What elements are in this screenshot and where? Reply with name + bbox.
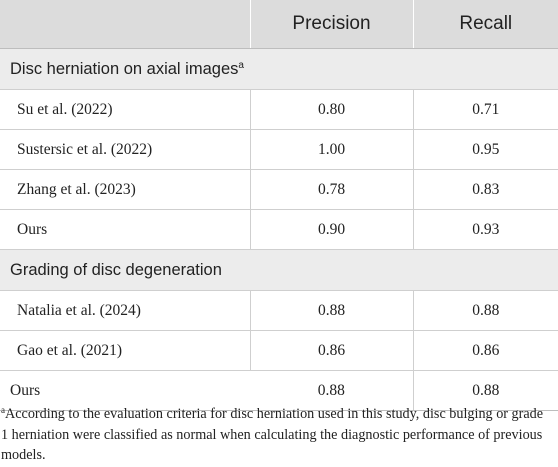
table-header-row: Precision Recall bbox=[0, 0, 558, 49]
header-precision: Precision bbox=[249, 0, 413, 49]
header-empty-cell bbox=[0, 0, 250, 49]
method-name: Sustersic et al. (2022) bbox=[0, 129, 251, 170]
table-row: Natalia et al. (2024) 0.88 0.88 bbox=[0, 290, 558, 331]
table-row: Gao et al. (2021) 0.86 0.86 bbox=[0, 330, 558, 371]
method-name: Zhang et al. (2023) bbox=[0, 169, 251, 210]
section-header-disc-herniation: Disc herniation on axial imagesa bbox=[0, 48, 558, 90]
precision-value: 1.00 bbox=[250, 129, 413, 170]
precision-value: 0.88 bbox=[250, 370, 413, 411]
precision-value: 0.78 bbox=[250, 169, 413, 210]
precision-value: 0.80 bbox=[250, 89, 413, 130]
table-row: Ours 0.90 0.93 bbox=[0, 209, 558, 250]
recall-value: 0.86 bbox=[412, 330, 558, 371]
table-row: Zhang et al. (2023) 0.78 0.83 bbox=[0, 169, 558, 210]
precision-value: 0.86 bbox=[250, 330, 413, 371]
footnote-marker: a bbox=[1, 405, 5, 415]
recall-value: 0.95 bbox=[412, 129, 558, 170]
section-title: Grading of disc degeneration bbox=[0, 249, 558, 291]
section-title: Disc herniation on axial images bbox=[10, 59, 239, 78]
table-row: Su et al. (2022) 0.80 0.71 bbox=[0, 89, 558, 130]
recall-value: 0.88 bbox=[412, 290, 558, 331]
recall-value: 0.88 bbox=[412, 370, 558, 411]
recall-value: 0.71 bbox=[412, 89, 558, 130]
recall-value: 0.93 bbox=[412, 209, 558, 250]
method-name: Su et al. (2022) bbox=[0, 89, 251, 130]
precision-value: 0.90 bbox=[250, 209, 413, 250]
header-recall: Recall bbox=[412, 0, 558, 49]
table-footnote: aAccording to the evaluation criteria fo… bbox=[1, 400, 553, 466]
recall-value: 0.83 bbox=[412, 169, 558, 210]
section-header-disc-degeneration: Grading of disc degeneration bbox=[0, 249, 558, 291]
table-row: Ours 0.88 0.88 bbox=[0, 370, 558, 411]
method-name: Natalia et al. (2024) bbox=[0, 290, 251, 331]
method-name: Ours bbox=[0, 209, 251, 250]
footnote-text: According to the evaluation criteria for… bbox=[1, 406, 544, 463]
footnote-marker: a bbox=[238, 59, 244, 71]
table-row: Sustersic et al. (2022) 1.00 0.95 bbox=[0, 129, 558, 170]
comparison-table: Precision Recall Disc herniation on axia… bbox=[0, 0, 558, 411]
method-name: Gao et al. (2021) bbox=[0, 330, 251, 371]
method-name: Ours bbox=[0, 370, 250, 411]
precision-value: 0.88 bbox=[250, 290, 413, 331]
